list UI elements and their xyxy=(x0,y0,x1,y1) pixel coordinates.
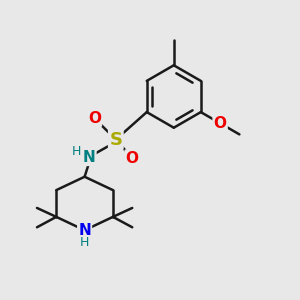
Text: N: N xyxy=(78,223,91,238)
Text: S: S xyxy=(109,130,122,148)
Text: H: H xyxy=(80,236,89,249)
Text: O: O xyxy=(126,151,139,166)
Text: O: O xyxy=(88,111,101,126)
Text: H: H xyxy=(72,145,81,158)
Text: N: N xyxy=(83,150,95,165)
Text: O: O xyxy=(214,116,226,131)
